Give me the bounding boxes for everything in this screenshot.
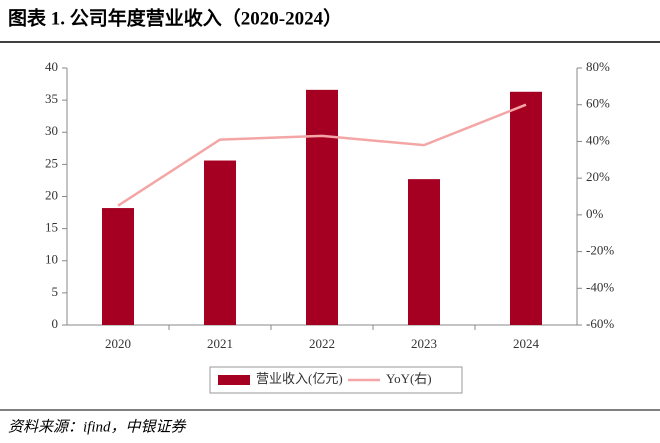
chart-title: 图表 1. 公司年度营业收入（2020-2024） [8,6,342,29]
legend-label: YoY(右) [386,371,432,386]
y2-tick-label: -60% [586,316,614,331]
y2-tick-label: -40% [586,279,614,294]
y-tick-label: 30 [45,123,58,138]
y2-tick-label: 0% [586,206,604,221]
x-tick-label: 2023 [411,336,437,351]
y-tick-label: 15 [45,220,58,235]
y-tick-label: 0 [52,316,59,331]
source: 资料来源：ifind，中银证券 [8,418,187,435]
y-tick-label: 35 [45,91,58,106]
x-tick-label: 2020 [105,336,131,351]
y2-tick-label: 20% [586,169,610,184]
bar [510,91,542,326]
y-tick-label: 40 [45,59,58,74]
y2-tick-label: 60% [586,96,610,111]
y-tick-label: 5 [52,284,59,299]
bar [408,179,440,325]
y-tick-label: 25 [45,155,58,170]
legend-swatch [218,375,250,385]
y2-tick-label: 40% [586,132,610,147]
y2-tick-label: 80% [586,59,610,74]
y-tick-label: 10 [45,252,58,267]
y-tick-label: 20 [45,187,58,202]
legend-label: 营业收入(亿元) [256,371,343,386]
bar [306,89,338,325]
line [117,103,527,207]
bar [204,160,236,325]
x-tick-label: 2024 [513,336,540,351]
x-tick-label: 2021 [207,336,233,351]
legend-box [209,366,463,394]
x-tick-label: 2022 [309,336,335,351]
y2-tick-label: -20% [586,243,614,258]
bar [102,208,134,325]
